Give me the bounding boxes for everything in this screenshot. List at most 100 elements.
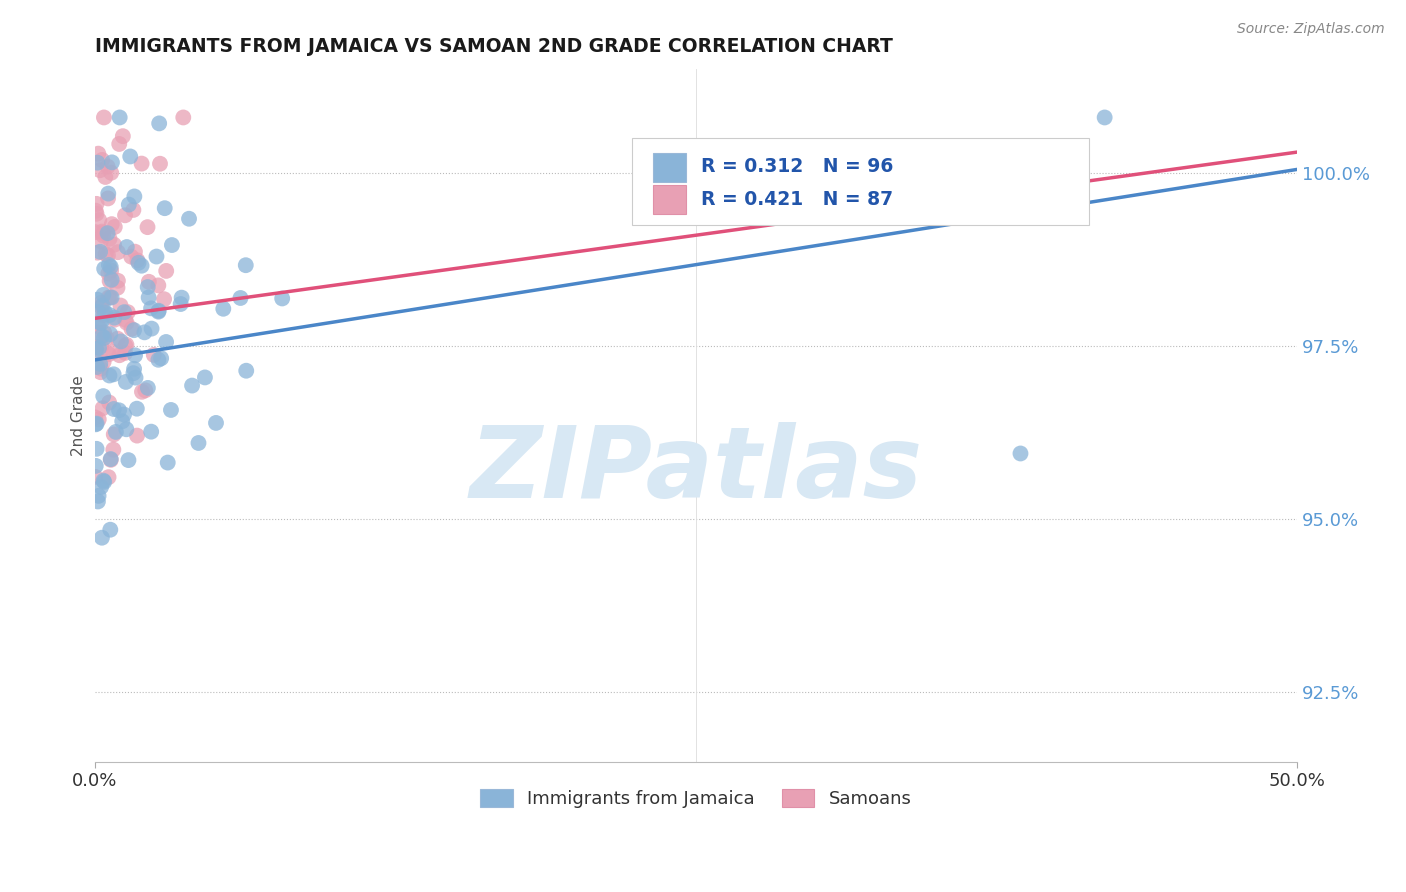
Point — [114, 375, 136, 389]
Point — [98, 232, 121, 246]
Point — [89, 163, 111, 178]
Point — [98, 327, 121, 342]
Point — [136, 280, 159, 294]
Point — [86, 442, 108, 456]
Point — [148, 304, 170, 318]
Point — [100, 217, 122, 231]
Point — [90, 300, 112, 314]
Point — [93, 355, 115, 369]
Text: Source: ZipAtlas.com: Source: ZipAtlas.com — [1237, 22, 1385, 37]
Point — [122, 323, 145, 337]
Point — [100, 273, 122, 287]
Point — [107, 274, 129, 288]
Point — [93, 474, 115, 488]
Point — [194, 370, 217, 384]
Point — [84, 203, 107, 218]
Point — [93, 308, 115, 322]
Point — [98, 274, 121, 288]
Point — [155, 334, 177, 349]
Point — [107, 281, 129, 295]
Point — [103, 368, 125, 382]
Point — [149, 157, 172, 171]
Point — [86, 417, 108, 431]
Point — [86, 359, 108, 374]
Point — [93, 261, 115, 276]
Point — [124, 189, 146, 203]
Point — [84, 225, 107, 239]
Point — [84, 417, 107, 432]
Point — [87, 341, 110, 355]
Point — [91, 389, 114, 403]
Point — [114, 312, 136, 326]
Point — [172, 111, 194, 125]
Point — [122, 366, 145, 380]
Point — [169, 297, 191, 311]
Point — [86, 197, 108, 211]
Point — [90, 225, 112, 239]
Point — [136, 220, 159, 235]
Point — [97, 186, 120, 201]
Point — [108, 403, 131, 417]
Point — [90, 361, 112, 376]
Point — [136, 381, 159, 395]
Point — [100, 166, 122, 180]
Point — [122, 202, 145, 217]
Point — [86, 207, 108, 221]
Point — [124, 370, 146, 384]
Point — [160, 238, 183, 252]
Point — [89, 244, 111, 259]
Point — [115, 240, 138, 254]
Point — [108, 111, 131, 125]
Point — [103, 237, 125, 252]
Point — [96, 331, 118, 345]
Point — [97, 290, 120, 304]
Text: ZIPatlas: ZIPatlas — [470, 422, 922, 519]
Point — [97, 160, 120, 174]
Point — [114, 339, 136, 353]
Point — [148, 352, 170, 367]
Point — [91, 226, 114, 240]
Point — [1010, 446, 1032, 460]
FancyBboxPatch shape — [652, 186, 686, 214]
Point — [103, 312, 125, 326]
Point — [86, 245, 108, 260]
Point — [114, 208, 136, 222]
Point — [127, 253, 149, 268]
Point — [87, 412, 110, 426]
Point — [84, 470, 107, 484]
Point — [121, 322, 143, 336]
Point — [86, 155, 108, 169]
Point — [90, 234, 112, 248]
Point — [107, 332, 129, 346]
Point — [100, 453, 122, 467]
Point — [125, 428, 148, 442]
Point — [187, 436, 209, 450]
Point — [117, 453, 139, 467]
Point — [87, 489, 110, 503]
Point — [90, 295, 112, 310]
Point — [93, 111, 115, 125]
Point — [94, 305, 117, 319]
Point — [115, 422, 138, 436]
FancyBboxPatch shape — [652, 153, 686, 182]
Point — [115, 316, 138, 330]
Point — [96, 226, 118, 240]
Point — [134, 384, 156, 398]
Point — [138, 291, 160, 305]
Point — [124, 244, 146, 259]
Y-axis label: 2nd Grade: 2nd Grade — [72, 375, 86, 456]
Point — [87, 146, 110, 161]
Point — [235, 258, 257, 272]
Point — [205, 416, 228, 430]
Point — [141, 321, 163, 335]
Point — [98, 395, 121, 409]
Point — [98, 523, 121, 537]
Point — [170, 291, 193, 305]
Point — [101, 345, 124, 359]
Point — [131, 156, 153, 170]
Point — [84, 341, 107, 355]
Point — [87, 494, 110, 508]
Point — [148, 116, 170, 130]
Point — [91, 228, 114, 243]
Point — [100, 452, 122, 467]
